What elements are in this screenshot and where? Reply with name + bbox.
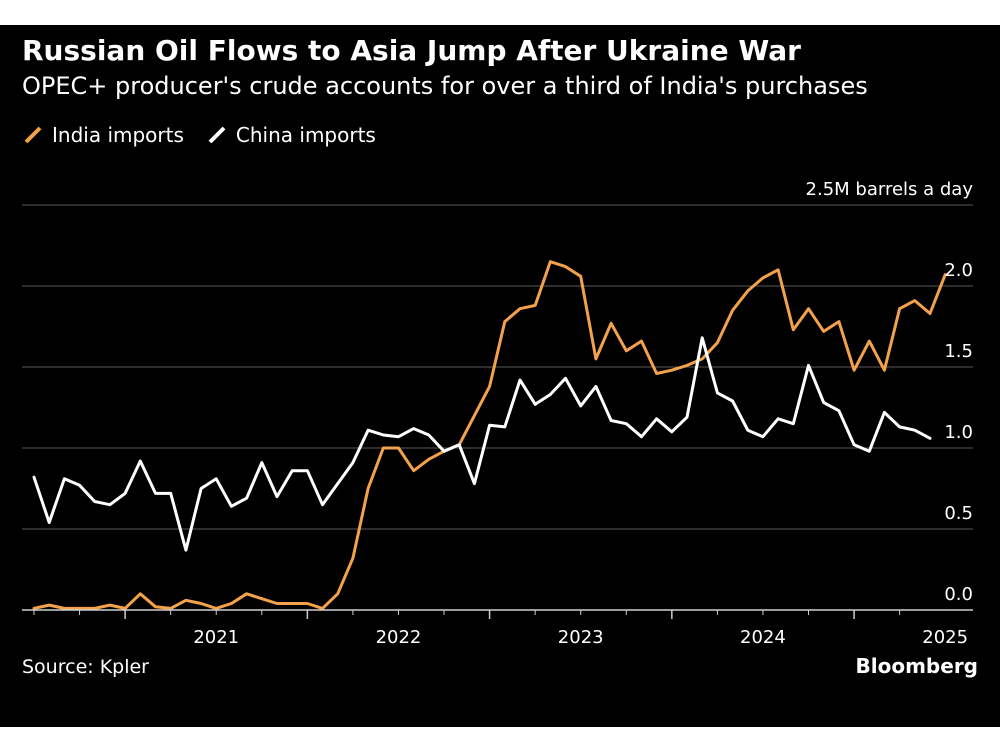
legend: India imports China imports [22, 122, 398, 148]
y-tick-label: 1.5 [944, 341, 973, 362]
legend-item-china: China imports [206, 123, 376, 147]
series-lines [32, 260, 947, 610]
y-axis-labels: 0.0 0.5 1.0 1.5 2.0 2.5M barrels a day [806, 179, 974, 605]
legend-label-china: China imports [235, 123, 376, 147]
chart-title: Russian Oil Flows to Asia Jump After Ukr… [22, 34, 801, 67]
y-tick-label: 1.0 [944, 422, 973, 443]
grid-lines [22, 204, 973, 530]
x-tick-label: 2023 [558, 627, 604, 648]
x-tick-label: 2024 [740, 627, 786, 648]
series-line-india [32, 260, 947, 610]
series-line-china [32, 336, 932, 552]
brand-logo: Bloomberg [855, 654, 978, 678]
x-tick-label: 2021 [193, 627, 239, 648]
legend-item-india: India imports [22, 123, 184, 147]
y-tick-label: 2.0 [944, 260, 973, 281]
chart-subtitle: OPEC+ producer's crude accounts for over… [22, 72, 868, 100]
x-tick-label: 2025 [922, 627, 968, 648]
slash-icon [24, 126, 42, 144]
x-tick-label: 2022 [376, 627, 422, 648]
y-tick-label: 0.5 [944, 503, 973, 524]
y-tick-label: 2.5M barrels a day [806, 179, 974, 200]
source-note: Source: Kpler [22, 656, 149, 678]
x-axis: 2021 2022 2023 2024 2025 [22, 609, 973, 648]
y-tick-label: 0.0 [944, 584, 973, 605]
slash-icon [208, 126, 226, 144]
legend-label-india: India imports [52, 123, 184, 147]
